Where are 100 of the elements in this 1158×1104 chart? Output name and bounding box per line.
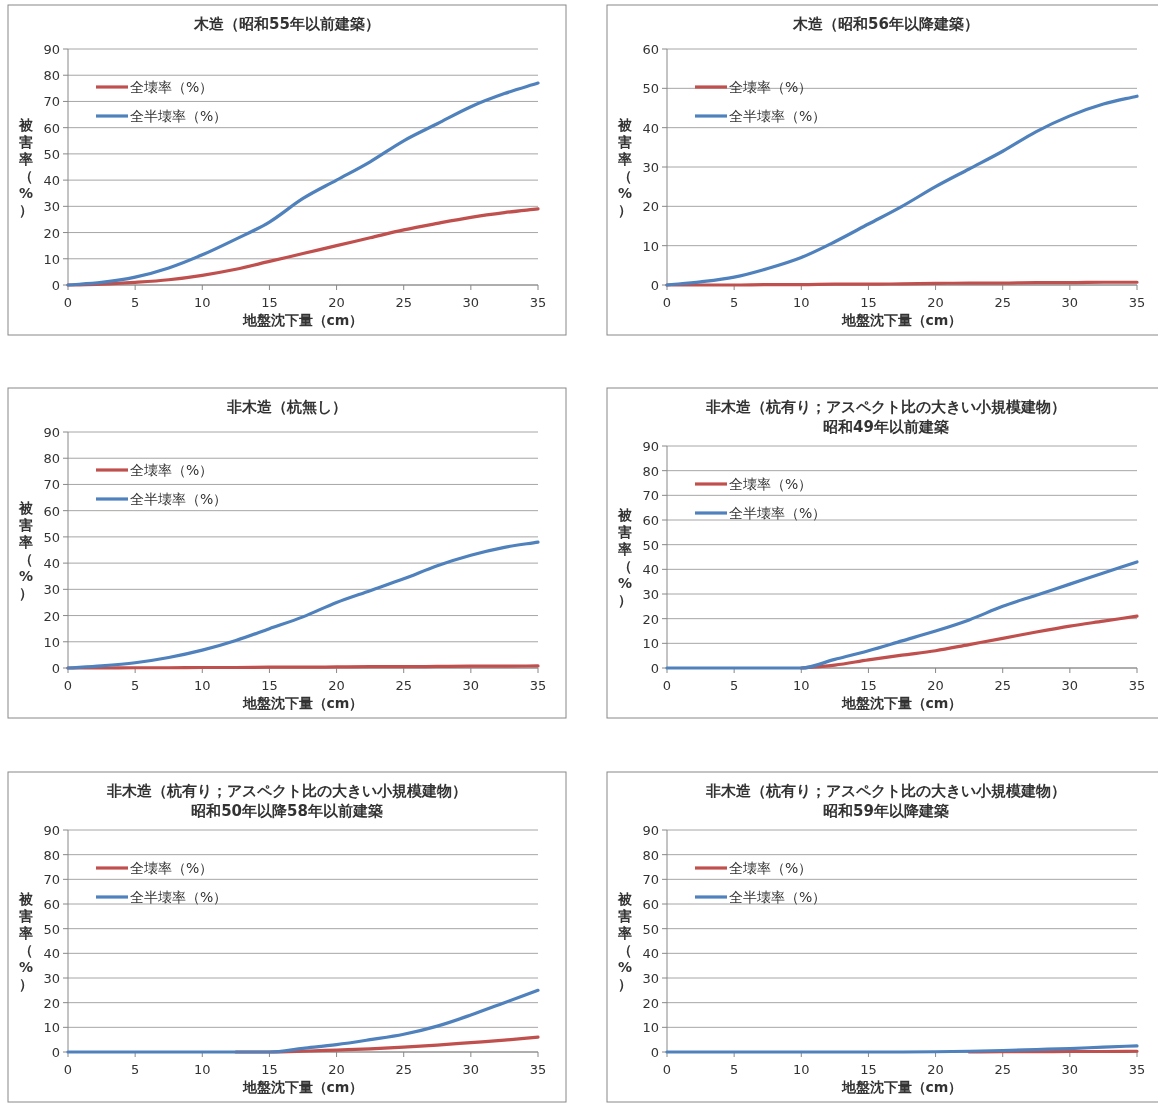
x-tick-label: 10	[793, 678, 810, 693]
y-axis-title: 被害率（%）	[617, 506, 633, 608]
x-tick-label: 5	[131, 678, 140, 693]
y-tick-label: 70	[642, 488, 659, 504]
chart-title: 非木造（杭有り；アスペクト比の大きい小規模建物）	[106, 782, 467, 800]
y-tick-label: 60	[43, 503, 60, 519]
x-tick-label: 10	[194, 678, 211, 693]
chart-title: 非木造（杭無し）	[226, 398, 347, 416]
x-tick-label: 25	[994, 295, 1011, 310]
y-tick-label: 30	[642, 160, 659, 175]
y-tick-label: 30	[43, 582, 60, 598]
y-tick-label: 10	[642, 636, 659, 652]
y-tick-label: 60	[642, 513, 659, 528]
x-axis-title: 地盤沈下量（cm）	[241, 1079, 364, 1095]
x-tick-label: 25	[395, 295, 412, 310]
y-tick-label: 40	[642, 946, 659, 962]
x-axis-title: 地盤沈下量（cm）	[241, 312, 364, 328]
x-tick-label: 5	[730, 678, 739, 693]
y-tick-label: 30	[43, 971, 60, 986]
y-tick-label: 20	[43, 225, 60, 241]
y-tick-label: 70	[642, 872, 659, 888]
x-tick-label: 15	[860, 1062, 877, 1077]
x-tick-label: 35	[1128, 295, 1146, 310]
x-tick-label: 5	[131, 1062, 140, 1077]
y-tick-label: 60	[642, 42, 659, 57]
x-tick-label: 20	[927, 678, 944, 693]
x-axis-title: 地盤沈下量（cm）	[840, 1079, 963, 1095]
y-axis-title: 被害率（%）	[18, 890, 34, 992]
x-tick-label: 30	[1061, 678, 1079, 693]
x-tick-label: 15	[261, 678, 278, 693]
x-tick-label: 30	[1061, 295, 1079, 310]
chart-title: 非木造（杭有り；アスペクト比の大きい小規模建物）	[705, 398, 1066, 416]
y-tick-label: 80	[43, 847, 60, 863]
x-tick-label: 25	[395, 678, 412, 693]
y-tick-label: 90	[43, 823, 60, 838]
y-tick-label: 20	[642, 995, 659, 1011]
y-tick-label: 0	[650, 661, 659, 676]
legend-label: 全壊率（%）	[130, 860, 214, 876]
legend-label: 全半壊率（%）	[729, 889, 827, 905]
y-tick-label: 80	[43, 451, 60, 467]
x-tick-label: 35	[529, 678, 547, 693]
x-tick-label: 20	[927, 295, 944, 310]
y-tick-label: 10	[642, 238, 659, 254]
y-tick-label: 50	[642, 921, 659, 937]
legend-label: 全半壊率（%）	[729, 505, 827, 521]
y-tick-label: 50	[43, 921, 60, 937]
y-tick-label: 0	[650, 278, 659, 293]
x-tick-label: 20	[328, 295, 345, 310]
y-tick-label: 50	[43, 529, 60, 545]
x-tick-label: 0	[662, 678, 672, 693]
x-tick-label: 35	[1128, 678, 1146, 693]
x-tick-label: 10	[793, 1062, 810, 1077]
y-tick-label: 10	[43, 251, 60, 267]
x-tick-label: 20	[927, 1062, 944, 1077]
y-axis-title: 被害率（%）	[617, 116, 633, 218]
x-tick-label: 25	[994, 1062, 1011, 1077]
y-tick-label: 90	[43, 42, 60, 57]
y-tick-label: 70	[43, 477, 60, 493]
y-tick-label: 60	[43, 897, 60, 912]
x-tick-label: 0	[63, 295, 73, 310]
chart-title: 非木造（杭有り；アスペクト比の大きい小規模建物）	[705, 782, 1066, 800]
y-tick-label: 20	[642, 611, 659, 627]
x-tick-label: 15	[860, 678, 877, 693]
y-tick-label: 0	[51, 661, 60, 676]
chart-title: 木造（昭和55年以前建築）	[193, 15, 380, 33]
y-axis-title: 被害率（%）	[18, 116, 34, 218]
x-tick-label: 25	[395, 1062, 412, 1077]
x-tick-label: 30	[462, 1062, 480, 1077]
x-tick-label: 10	[194, 295, 211, 310]
x-tick-label: 0	[662, 1062, 672, 1077]
y-tick-label: 0	[650, 1045, 659, 1060]
y-tick-label: 80	[642, 847, 659, 863]
y-tick-label: 10	[43, 634, 60, 650]
y-tick-label: 30	[642, 971, 659, 986]
y-tick-label: 40	[43, 556, 60, 572]
legend-label: 全壊率（%）	[729, 79, 813, 95]
legend-label: 全半壊率（%）	[130, 108, 228, 124]
y-tick-label: 50	[642, 537, 659, 553]
y-tick-label: 40	[43, 173, 60, 189]
x-tick-label: 30	[462, 295, 480, 310]
y-tick-label: 60	[642, 897, 659, 912]
x-tick-label: 5	[730, 295, 739, 310]
y-tick-label: 20	[642, 199, 659, 215]
x-tick-label: 15	[860, 295, 877, 310]
chart-subtitle: 昭和50年以降58年以前建築	[191, 802, 383, 820]
y-tick-label: 80	[642, 463, 659, 479]
x-tick-label: 5	[730, 1062, 739, 1077]
chart-subtitle: 昭和59年以降建築	[823, 802, 949, 820]
x-axis-title: 地盤沈下量（cm）	[840, 312, 963, 328]
x-tick-label: 0	[63, 1062, 73, 1077]
y-tick-label: 50	[642, 81, 659, 97]
x-tick-label: 0	[662, 295, 672, 310]
y-tick-label: 90	[642, 823, 659, 838]
y-tick-label: 40	[642, 120, 659, 136]
x-tick-label: 15	[261, 1062, 278, 1077]
y-tick-label: 0	[51, 1045, 60, 1060]
y-tick-label: 90	[642, 439, 659, 454]
legend-label: 全半壊率（%）	[130, 889, 228, 905]
x-tick-label: 10	[194, 1062, 211, 1077]
legend-label: 全壊率（%）	[130, 79, 214, 95]
